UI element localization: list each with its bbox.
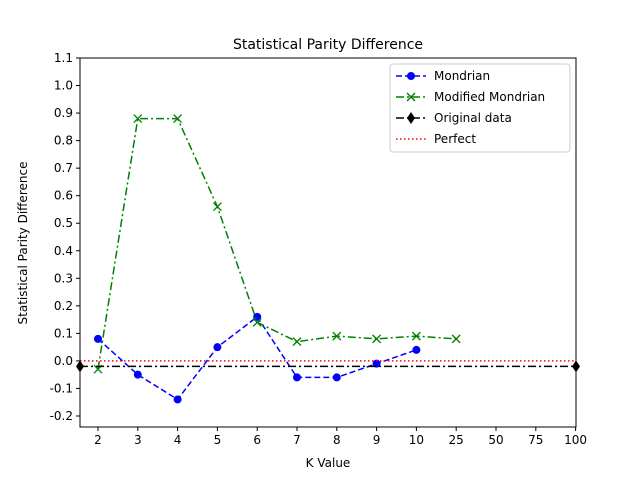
y-tick-label: 0.4 — [54, 244, 73, 258]
mondrian-point — [332, 373, 341, 382]
y-tick-label: 0.1 — [54, 326, 73, 340]
y-axis-label: Statistical Parity Difference — [16, 162, 30, 325]
legend-modified-mondrian-marker — [406, 92, 416, 102]
legend-modified-mondrian-label: Modified Mondrian — [434, 90, 545, 104]
mondrian-point — [412, 345, 421, 354]
legend: Mondrian Modified Mondrian Original data Pe… — [389, 63, 571, 153]
x-tick-label: 25 — [449, 433, 464, 447]
mondrian-point — [173, 395, 182, 404]
axes-frame — [79, 57, 577, 428]
modified-mondrian-point — [332, 331, 342, 341]
legend-box — [389, 63, 571, 153]
y-tick-label: -0.1 — [50, 381, 73, 395]
x-tick-label: 9 — [373, 433, 381, 447]
mondrian-line — [97, 315, 417, 401]
x-tick-label: 5 — [214, 433, 222, 447]
plot-area: -0.2 -0.1 0.0 0.1 0.2 0.3 0.4 0.5 0.6 0.7 0.8 0.9 1.… — [50, 51, 587, 447]
mondrian-point — [372, 359, 381, 368]
y-tick-label: 0.0 — [54, 354, 73, 368]
y-tick-label: 0.2 — [54, 299, 73, 313]
legend-mondrian-label: Mondrian — [434, 69, 490, 83]
y-tick-label: -0.2 — [50, 409, 73, 423]
legend-original-data-marker — [407, 112, 415, 124]
x-tick-label: 2 — [94, 433, 102, 447]
x-tick-label: 100 — [564, 433, 587, 447]
x-tick-label: 4 — [174, 433, 182, 447]
x-tick-label: 50 — [488, 433, 503, 447]
x-tick-label: 7 — [293, 433, 301, 447]
modified-mondrian-line — [97, 117, 457, 370]
mondrian-point — [133, 370, 142, 379]
y-tick-label: 0.7 — [54, 161, 73, 175]
y-tick-label: 0.5 — [54, 216, 73, 230]
x-tick-label: 6 — [253, 433, 261, 447]
chart-title: Statistical Parity Difference — [233, 37, 423, 53]
legend-mondrian-marker — [407, 72, 415, 80]
x-tick-label: 3 — [134, 433, 142, 447]
y-tick-label: 1.0 — [54, 79, 73, 93]
y-tick-label: 0.8 — [54, 134, 73, 148]
mondrian-point — [293, 373, 301, 382]
modified-mondrian-point — [372, 334, 382, 344]
x-tick-label: 75 — [528, 433, 543, 447]
modified-mondrian-point — [212, 202, 222, 212]
mondrian-point — [94, 334, 102, 343]
modified-mondrian-point — [252, 317, 262, 327]
y-tick-label: 0.6 — [54, 189, 73, 203]
modified-mondrian-point — [173, 114, 183, 124]
legend-original-data-label: Original data — [434, 111, 512, 125]
modified-mondrian-point — [133, 114, 143, 124]
y-tick-label: 1.1 — [54, 51, 73, 65]
y-tick-label: 0.3 — [54, 271, 73, 285]
x-tick-label: 10 — [409, 433, 424, 447]
x-tick-label: 8 — [333, 433, 341, 447]
mondrian-point — [213, 343, 222, 352]
modified-mondrian-point — [292, 337, 302, 347]
modified-mondrian-point — [411, 331, 421, 341]
modified-mondrian-point — [451, 334, 461, 344]
y-tick-label: 0.9 — [54, 106, 73, 120]
legend-perfect-label: Perfect — [434, 132, 476, 146]
x-axis-label: K Value — [306, 456, 351, 470]
